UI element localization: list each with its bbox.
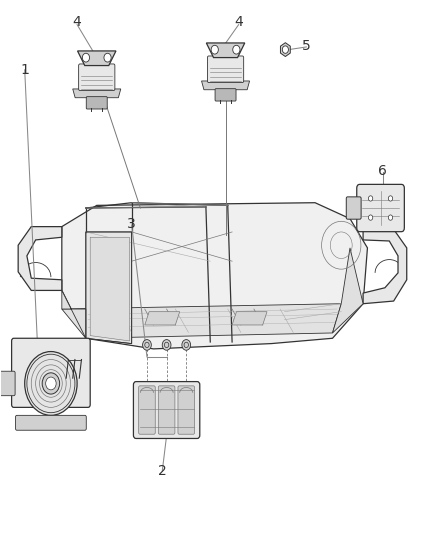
FancyBboxPatch shape xyxy=(12,338,90,407)
Polygon shape xyxy=(18,227,62,290)
FancyBboxPatch shape xyxy=(15,415,86,430)
FancyBboxPatch shape xyxy=(357,184,404,232)
Circle shape xyxy=(211,45,219,54)
FancyBboxPatch shape xyxy=(178,386,194,434)
Circle shape xyxy=(104,53,111,62)
FancyBboxPatch shape xyxy=(215,88,236,101)
Polygon shape xyxy=(206,43,245,58)
Polygon shape xyxy=(86,232,132,344)
FancyBboxPatch shape xyxy=(134,382,200,439)
Text: 4: 4 xyxy=(234,15,243,29)
FancyBboxPatch shape xyxy=(79,64,115,91)
Polygon shape xyxy=(232,312,267,325)
Circle shape xyxy=(182,340,191,350)
FancyBboxPatch shape xyxy=(139,386,155,434)
Circle shape xyxy=(233,45,240,54)
Text: 4: 4 xyxy=(73,15,81,29)
Polygon shape xyxy=(145,312,180,325)
Polygon shape xyxy=(332,248,363,333)
Circle shape xyxy=(162,340,171,350)
Polygon shape xyxy=(280,43,290,56)
Circle shape xyxy=(389,196,393,201)
Text: 3: 3 xyxy=(127,217,136,231)
Polygon shape xyxy=(62,304,341,338)
Polygon shape xyxy=(363,229,407,304)
Text: 1: 1 xyxy=(20,63,29,77)
Polygon shape xyxy=(62,290,86,338)
Circle shape xyxy=(25,352,77,415)
Circle shape xyxy=(389,215,393,220)
Circle shape xyxy=(46,377,56,390)
Polygon shape xyxy=(201,81,250,90)
Circle shape xyxy=(368,196,373,201)
Circle shape xyxy=(368,215,373,220)
FancyBboxPatch shape xyxy=(86,96,107,109)
FancyBboxPatch shape xyxy=(0,371,15,395)
Text: 6: 6 xyxy=(378,164,387,178)
Polygon shape xyxy=(90,237,130,341)
Polygon shape xyxy=(78,51,116,66)
Polygon shape xyxy=(62,203,367,349)
Text: 5: 5 xyxy=(302,39,311,53)
FancyBboxPatch shape xyxy=(346,197,361,219)
FancyBboxPatch shape xyxy=(158,386,175,434)
Circle shape xyxy=(283,46,288,53)
Circle shape xyxy=(82,53,89,62)
Circle shape xyxy=(42,373,60,394)
FancyBboxPatch shape xyxy=(208,56,244,83)
Circle shape xyxy=(143,340,151,350)
Polygon shape xyxy=(73,89,121,98)
Text: 2: 2 xyxy=(158,464,166,478)
